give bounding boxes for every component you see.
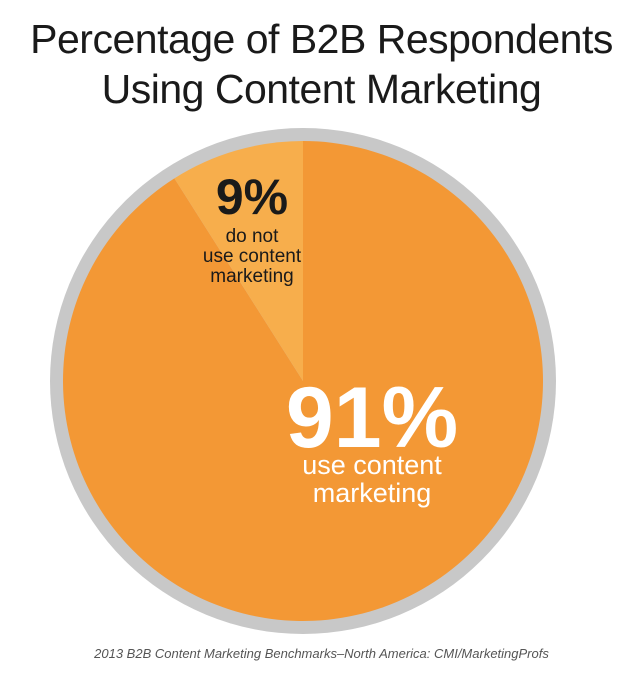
- data-label-do-not-use-line-2: use content: [203, 246, 302, 267]
- chart-title-line-1: Percentage of B2B Respondents: [30, 16, 613, 62]
- data-label-percent-do-not-use: 9%: [216, 169, 288, 225]
- chart-title: Percentage of B2B Respondents Using Cont…: [0, 14, 643, 114]
- data-label-do-not-use-line-3: marketing: [210, 266, 293, 287]
- pie-slice-do-not-use: [174, 141, 303, 381]
- data-label-percent-use: 91%: [286, 370, 458, 466]
- data-label-use-line-2: marketing: [313, 478, 432, 508]
- data-label-do-not-use-line-1: do not: [226, 226, 280, 247]
- source-note: 2013 B2B Content Marketing Benchmarks–No…: [94, 646, 549, 661]
- data-label-use-line-1: use content: [302, 450, 442, 480]
- chart-title-line-2: Using Content Marketing: [101, 66, 542, 112]
